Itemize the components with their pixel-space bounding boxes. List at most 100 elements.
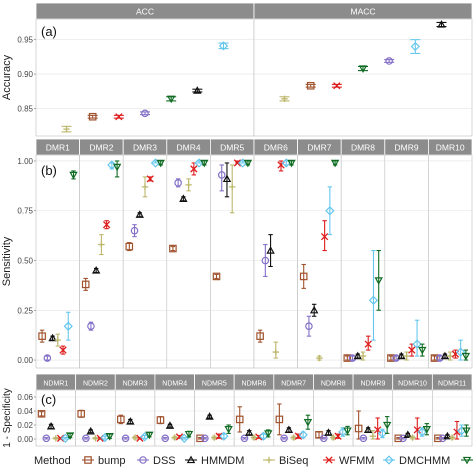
data-point-biseq <box>229 183 236 191</box>
data-point-bump <box>169 244 177 253</box>
data-point-biseq <box>448 434 456 441</box>
data-point-wfmm <box>413 426 421 434</box>
data-point-hmmdm <box>126 417 135 425</box>
data-point-dss <box>87 322 95 330</box>
data-point-bump <box>196 434 204 443</box>
data-point-dmchmm <box>368 295 379 305</box>
data-point-dmchmm <box>410 41 420 52</box>
data-point-bump <box>77 410 85 418</box>
data-point-hmmdm <box>324 428 333 436</box>
y-axis-title: Accuracy <box>1 54 13 100</box>
data-point-wfmm <box>56 434 65 442</box>
data-point-dmchmm <box>60 433 70 443</box>
data-point-dmcfb <box>418 346 427 355</box>
data-point-biseq <box>330 434 337 441</box>
data-point-dmcfb <box>224 426 233 434</box>
data-point-dmcfb <box>303 419 313 427</box>
data-point-dmcfb <box>112 163 122 172</box>
data-point-biseq <box>52 435 60 442</box>
facet-label: NDMR6 <box>242 381 267 388</box>
facet-label: NDMR5 <box>202 381 227 388</box>
data-point-dmchmm <box>179 433 189 443</box>
data-point-wfmm <box>233 159 242 167</box>
data-point-hmmdm <box>135 210 144 218</box>
data-point-hmmdm <box>437 20 446 28</box>
panel-label: (a) <box>41 24 57 39</box>
data-point-wfmm <box>320 232 329 241</box>
data-point-dmcfb <box>156 159 165 168</box>
data-point-hmmdm <box>91 266 101 274</box>
data-point-biseq <box>369 433 377 440</box>
data-point-bump <box>430 354 439 362</box>
legend-label-wfmm: WFMM <box>339 455 374 467</box>
facet-label: NDMR11 <box>438 381 466 388</box>
data-point-biseq <box>54 336 61 344</box>
data-point-biseq <box>211 434 218 441</box>
data-point-bump <box>387 354 395 362</box>
data-point-dmcfb <box>287 159 296 168</box>
legend-label-bump: bump <box>98 455 126 467</box>
data-point-bump <box>156 416 165 424</box>
legend-key-dmchmm <box>384 455 394 465</box>
data-point-dss <box>201 434 209 443</box>
facet-label: NDMR4 <box>162 381 187 388</box>
data-point-hmmdm <box>403 430 413 438</box>
data-point-biseq <box>141 183 149 191</box>
data-point-dmchmm <box>298 430 308 440</box>
facet-label: NDMR7 <box>281 381 306 388</box>
data-point-bump <box>235 415 244 424</box>
data-point-dmcfb <box>105 433 114 441</box>
data-point-wfmm <box>333 82 341 90</box>
data-point-hmmdm <box>353 351 362 360</box>
data-point-hmmdm <box>193 86 202 94</box>
data-point-wfmm <box>115 113 123 121</box>
y-tick-label: 1.00 <box>17 157 33 166</box>
data-point-dmchmm <box>377 428 388 439</box>
data-point-hmmdm <box>309 305 319 314</box>
data-point-dss <box>385 57 393 65</box>
data-point-dss <box>82 434 90 443</box>
legend-label-biseq: BiSeq <box>279 455 308 467</box>
data-point-hmmdm <box>284 425 294 434</box>
y-tick-label: 0.06 <box>17 393 33 402</box>
data-point-dss <box>217 171 226 179</box>
data-point-wfmm <box>102 221 111 229</box>
data-point-dmcfb <box>243 159 253 168</box>
facet-panel <box>35 18 255 137</box>
data-point-hmmdm <box>205 412 214 420</box>
facet-label: DMR2 <box>89 143 113 153</box>
data-point-hmmdm <box>179 194 188 202</box>
panel-label: (c) <box>41 392 56 407</box>
data-point-biseq <box>281 95 288 103</box>
data-point-dmcfb <box>422 426 432 434</box>
data-point-bump <box>212 272 221 281</box>
data-point-dmcfb <box>184 430 194 439</box>
data-point-dss <box>121 434 130 443</box>
data-point-dss <box>399 434 407 443</box>
facet-panel <box>340 154 386 369</box>
data-point-dmchmm <box>63 321 73 331</box>
data-point-dmchmm <box>219 431 229 441</box>
panel-label: (b) <box>41 163 57 178</box>
facet-label: DMR1 <box>46 143 70 153</box>
facet-label: ACC <box>136 7 154 17</box>
data-point-dmcfb <box>462 427 471 436</box>
data-point-dmcfb <box>343 427 352 436</box>
data-point-wfmm <box>364 340 372 348</box>
data-point-bump <box>354 424 363 433</box>
data-point-dmchmm <box>456 347 466 357</box>
data-point-dss <box>240 434 249 443</box>
data-point-dss <box>43 354 52 362</box>
facet-label: NDMR8 <box>321 381 346 388</box>
facet-label: DMR6 <box>264 143 288 153</box>
data-point-dmchmm <box>412 339 422 349</box>
y-tick-label: 0.02 <box>17 421 33 430</box>
data-point-bump <box>306 81 315 90</box>
facet-label: NDMR9 <box>360 381 385 388</box>
legend: Method bumpDSSHMMDMBiSeqWFMMDMCHMMDMCFB <box>34 455 473 467</box>
data-point-dmchmm <box>107 160 117 170</box>
facet-panel <box>253 18 473 137</box>
panel-a-accuracy: Accuracy 0.85 0.90 0.95 ACC MACC (a) <box>1 2 473 137</box>
panel-c-specificity: 1 - Specificity 0.00 0.02 0.04 0.06 NDMR1 NDMR… <box>2 373 473 448</box>
